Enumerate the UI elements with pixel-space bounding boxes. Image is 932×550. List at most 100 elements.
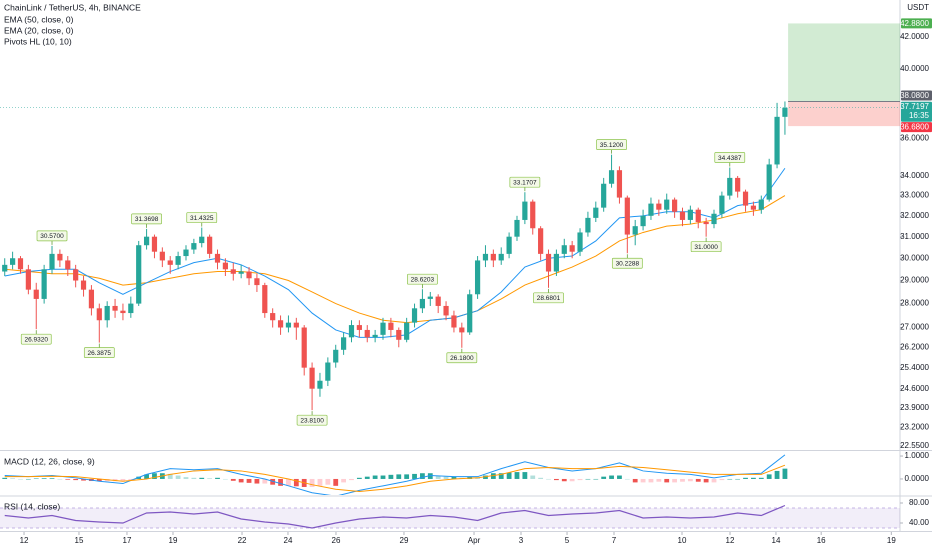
candle-body (404, 322, 410, 340)
candle-body (553, 253, 559, 272)
rsi-pane (0, 504, 900, 529)
macd-histogram-bar (404, 474, 410, 479)
x-tick-label: 17 (123, 536, 132, 545)
candle-body (80, 280, 87, 290)
candle-body (530, 201, 536, 229)
x-tick-label: Apr (468, 536, 481, 545)
candle-body (17, 258, 24, 270)
macd-histogram-bar (601, 476, 607, 479)
candle-body (214, 253, 221, 263)
candle-body (664, 199, 670, 210)
macd-histogram-bar (364, 476, 370, 479)
pivot-label: 31.0000 (694, 244, 718, 251)
y-tick-label: 40.0000 (900, 64, 929, 73)
candle-body (175, 256, 181, 265)
pivot-label: 26.9320 (25, 336, 49, 343)
macd-histogram-bar (317, 478, 323, 486)
macd-histogram-bar (183, 477, 189, 479)
macd-histogram-bar (33, 478, 39, 479)
candle-body (695, 209, 701, 223)
macd-histogram-bar (435, 475, 441, 479)
candle-body (388, 322, 394, 330)
y-tick-label: 42.0000 (900, 32, 929, 41)
candle-body (199, 236, 205, 244)
candle-body (687, 209, 693, 220)
candle-body (467, 294, 473, 333)
candle-body (2, 264, 8, 272)
macd-histogram-bar (293, 478, 299, 487)
pivot-box (611, 257, 643, 269)
candle-body (325, 362, 331, 381)
pivot-box (446, 352, 478, 364)
macd-histogram-bar (632, 478, 638, 483)
candle-body (364, 329, 370, 338)
macd-histogram-bar (10, 478, 16, 479)
y-tick-label: 23.2000 (900, 422, 929, 431)
macd-histogram-bar (735, 478, 741, 480)
x-tick-label: 12 (20, 536, 29, 545)
macd-histogram-bar (286, 478, 291, 486)
profit-zone (788, 23, 900, 102)
macd-histogram-bar (617, 475, 622, 479)
candle-body (246, 271, 252, 279)
candle-body (372, 334, 378, 338)
pivot-box (509, 176, 541, 188)
macd-histogram-bar (412, 473, 417, 479)
candle-body (104, 305, 110, 321)
macd-histogram-bar (506, 472, 512, 479)
macd-histogram-bar (152, 473, 157, 479)
x-tick-label: 10 (678, 536, 687, 545)
macd-histogram-bar (309, 478, 315, 487)
y-tick-label: 23.9000 (900, 403, 929, 412)
candle-body (711, 213, 717, 225)
y-tick-label: 27.0000 (900, 323, 929, 332)
candle-body (25, 269, 31, 290)
y-tick-label: 30.0000 (900, 253, 929, 262)
candle-body (57, 253, 63, 261)
candle-body (601, 183, 607, 208)
macd-histogram-bar (427, 473, 433, 479)
last-price-box (901, 101, 932, 122)
macd-histogram-bar (356, 477, 362, 479)
macd-title: MACD (12, 26, close, 9) (4, 456, 95, 466)
macd-histogram-bar (81, 478, 86, 481)
candle-body (112, 305, 118, 311)
x-tick-label: 7 (612, 536, 617, 545)
pivot-label: 23.8100 (300, 417, 324, 424)
macd-histogram-bar (380, 475, 386, 479)
macd-histogram-bar (65, 478, 71, 480)
candle-body (222, 262, 228, 270)
entry-label: 38.0800 (900, 91, 929, 100)
rsi-band (0, 508, 900, 528)
pivot-label: 31.4325 (190, 215, 214, 222)
macd-histogram-bar (522, 472, 528, 479)
y-tick-label: 0.0000 (905, 474, 930, 483)
pivot-box (407, 273, 438, 285)
loss-zone (788, 101, 900, 127)
candle-body (73, 269, 79, 281)
macd-histogram-bar (648, 478, 654, 483)
macd-histogram-bar (167, 473, 173, 479)
candle-body (561, 245, 567, 254)
pivot-label: 26.3875 (88, 350, 112, 357)
candle-body (285, 322, 292, 328)
pivot-box (36, 230, 68, 242)
candle-body (207, 236, 213, 254)
macd-histogram-bar (49, 478, 55, 479)
candle-body (136, 245, 142, 304)
macd-histogram-bar (254, 478, 260, 484)
macd-histogram-bar (420, 473, 425, 479)
macd-histogram-bar (278, 478, 283, 486)
pivot-label: 30.2288 (616, 260, 640, 267)
y-tick-label: 80.00 (909, 498, 930, 507)
candle-body (238, 271, 244, 274)
candle-body (538, 228, 544, 254)
candle-body (262, 285, 268, 314)
candle-body (427, 296, 433, 299)
candle-body (443, 305, 449, 316)
macd-histogram-bar (388, 474, 394, 479)
macd-histogram-bar (711, 478, 717, 483)
pivot-box (533, 292, 564, 304)
x-tick-label: 29 (400, 536, 409, 545)
